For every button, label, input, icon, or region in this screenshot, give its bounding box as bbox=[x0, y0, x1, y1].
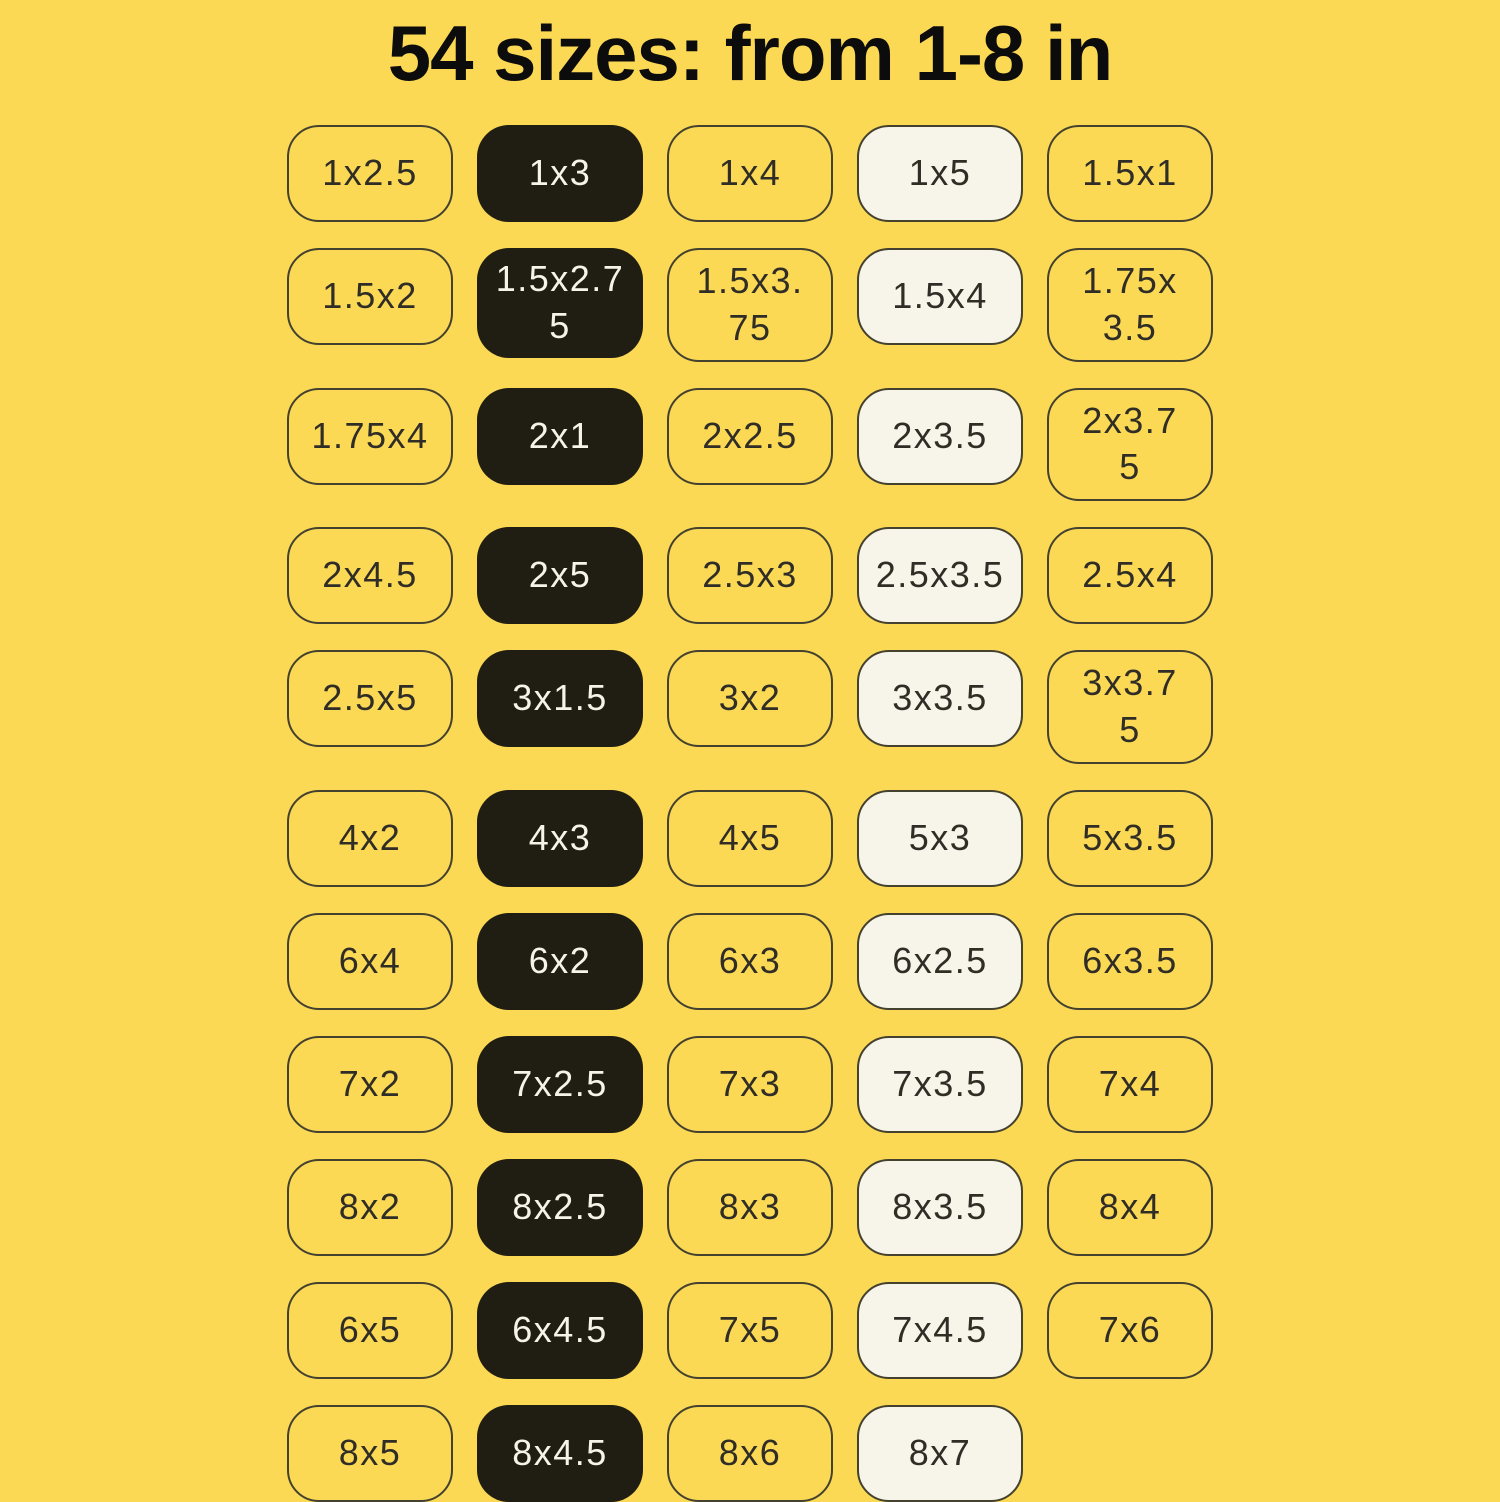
size-tile: 6x2 bbox=[477, 912, 643, 1010]
size-tile: 5x3.5 bbox=[1047, 789, 1213, 887]
size-grid: 1x2.5 1x3 1x4 1x5 1.5x1 1.5x2 1.5x2.7 5 1.5x3. … bbox=[0, 125, 1500, 1502]
size-tile: 6x4 bbox=[287, 912, 453, 1010]
size-tile: 1.75x4 bbox=[287, 387, 453, 485]
size-tile: 2.5x5 bbox=[287, 650, 453, 748]
size-tile: 2x2.5 bbox=[667, 387, 833, 485]
size-tile: 1.5x2.7 5 bbox=[477, 248, 643, 358]
size-tile: 1x5 bbox=[857, 125, 1023, 222]
size-tile: 2.5x3.5 bbox=[857, 527, 1023, 625]
size-tile: 4x3 bbox=[477, 789, 643, 887]
size-tile: 6x4.5 bbox=[477, 1281, 643, 1379]
size-tile: 3x3.5 bbox=[857, 650, 1023, 748]
size-tile: 6x3 bbox=[667, 912, 833, 1010]
size-tile: 8x3.5 bbox=[857, 1158, 1023, 1256]
size-tile: 3x3.7 5 bbox=[1047, 650, 1213, 764]
size-tile: 7x4 bbox=[1047, 1035, 1213, 1133]
size-tile: 8x7 bbox=[857, 1404, 1023, 1502]
page-title: 54 sizes: from 1-8 in bbox=[387, 9, 1114, 97]
size-tile: 2x3.5 bbox=[857, 387, 1023, 485]
size-tile: 8x6 bbox=[667, 1404, 833, 1502]
size-tile: 7x3 bbox=[667, 1035, 833, 1133]
size-tile: 1x3 bbox=[477, 125, 643, 222]
size-tile: 8x4 bbox=[1047, 1158, 1213, 1256]
size-tile: 3x1.5 bbox=[477, 650, 643, 748]
size-tile: 8x3 bbox=[667, 1158, 833, 1256]
size-tile: 6x2.5 bbox=[857, 912, 1023, 1010]
size-tile: 7x5 bbox=[667, 1281, 833, 1379]
size-tile: 1x2.5 bbox=[287, 125, 453, 222]
size-tile: 2.5x4 bbox=[1047, 527, 1213, 625]
size-tile: 8x2 bbox=[287, 1158, 453, 1256]
size-tile: 1.75x 3.5 bbox=[1047, 248, 1213, 362]
size-tile: 1.5x2 bbox=[287, 248, 453, 345]
size-tile: 8x4.5 bbox=[477, 1404, 643, 1502]
size-tile: 6x5 bbox=[287, 1281, 453, 1379]
size-tile: 2x4.5 bbox=[287, 527, 453, 625]
size-tile: 2x3.7 5 bbox=[1047, 387, 1213, 502]
size-tile: 4x2 bbox=[287, 789, 453, 887]
size-tile: 3x2 bbox=[667, 650, 833, 748]
size-tile: 5x3 bbox=[857, 789, 1023, 887]
size-tile: 4x5 bbox=[667, 789, 833, 887]
size-tile: 6x3.5 bbox=[1047, 912, 1213, 1010]
size-tile: 7x2 bbox=[287, 1035, 453, 1133]
size-tile: 8x2.5 bbox=[477, 1158, 643, 1256]
size-tile: 2x5 bbox=[477, 527, 643, 625]
size-tile: 1.5x3. 75 bbox=[667, 248, 833, 362]
size-tile: 1x4 bbox=[667, 125, 833, 222]
size-tile: 1.5x1 bbox=[1047, 125, 1213, 222]
size-tile: 8x5 bbox=[287, 1404, 453, 1502]
size-tile: 7x6 bbox=[1047, 1281, 1213, 1379]
size-tile: 2.5x3 bbox=[667, 527, 833, 625]
size-tile: 7x3.5 bbox=[857, 1035, 1023, 1133]
size-tile: 7x4.5 bbox=[857, 1281, 1023, 1379]
size-tile: 7x2.5 bbox=[477, 1035, 643, 1133]
size-tile: 1.5x4 bbox=[857, 248, 1023, 345]
size-tile: 2x1 bbox=[477, 387, 643, 485]
